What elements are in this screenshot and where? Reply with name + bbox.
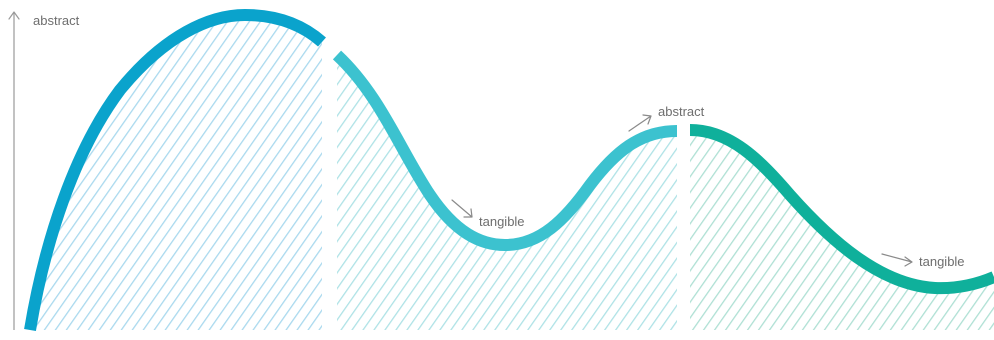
vertical-axis: abstract: [8, 11, 80, 330]
annotation-abstract-2: abstract: [628, 104, 705, 132]
annotation-label: tangible: [479, 214, 525, 229]
segment-2: [332, 50, 678, 330]
axis-label: abstract: [33, 13, 80, 28]
segment-3: [689, 124, 994, 330]
arrow-up-right-icon: [628, 114, 652, 132]
arrow-right-icon: [881, 253, 913, 267]
annotation-tangible-2: tangible: [881, 253, 965, 269]
arrow-down-right-icon: [451, 199, 473, 218]
segment-1-hatch-fill: [30, 15, 322, 330]
annotation-tangible-1: tangible: [451, 199, 525, 229]
annotation-label: tangible: [919, 254, 965, 269]
annotation-label: abstract: [658, 104, 705, 119]
axis-arrowhead-icon: [8, 11, 20, 20]
segment-3-curve: [689, 124, 994, 295]
segment-2-hatch-fill: [337, 55, 677, 330]
segment-1-curve: [24, 8, 326, 331]
segment-2-curve: [332, 50, 678, 252]
segment-3-hatch-fill: [690, 130, 994, 330]
segment-1: [24, 8, 326, 331]
